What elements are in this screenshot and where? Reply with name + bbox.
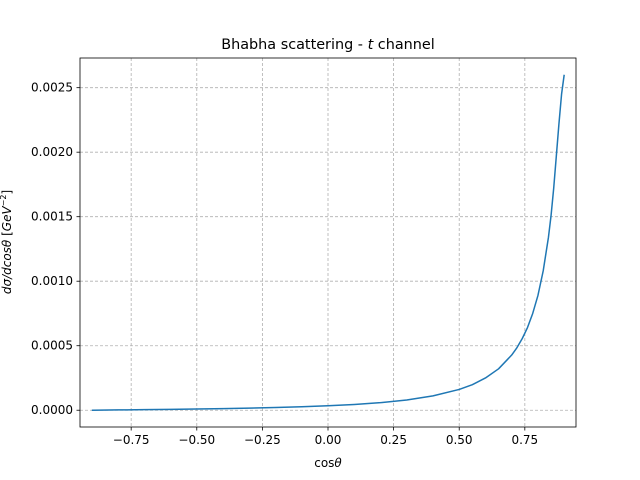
chart-title: Bhabha scattering - t channel	[221, 37, 435, 53]
grid-lines	[80, 58, 576, 427]
x-ticks: −0.75 −0.50 −0.25 0.00 0.25 0.50 0.75	[113, 427, 538, 447]
y-ticks: 0.0000 0.0005 0.0010 0.0015 0.0020 0.0025	[31, 81, 80, 417]
x-tick-label: 0.00	[315, 433, 342, 447]
y-tick-label: 0.0015	[31, 210, 73, 224]
x-axis-label: cosθ	[314, 456, 342, 470]
y-tick-label: 0.0020	[31, 145, 73, 159]
series-line	[91, 74, 565, 411]
data-series	[91, 74, 565, 411]
x-tick-label: 0.25	[380, 433, 407, 447]
x-tick-label: −0.75	[113, 433, 150, 447]
x-tick-label: −0.25	[244, 433, 281, 447]
x-tick-label: −0.50	[178, 433, 215, 447]
y-tick-label: 0.0010	[31, 274, 73, 288]
y-axis-label: dσ/dcosθ [GeV−2]	[0, 190, 14, 294]
y-tick-label: 0.0000	[31, 403, 73, 417]
y-tick-label: 0.0025	[31, 81, 73, 95]
y-tick-label: 0.0005	[31, 339, 73, 353]
x-tick-label: 0.75	[511, 433, 538, 447]
x-tick-label: 0.50	[446, 433, 473, 447]
